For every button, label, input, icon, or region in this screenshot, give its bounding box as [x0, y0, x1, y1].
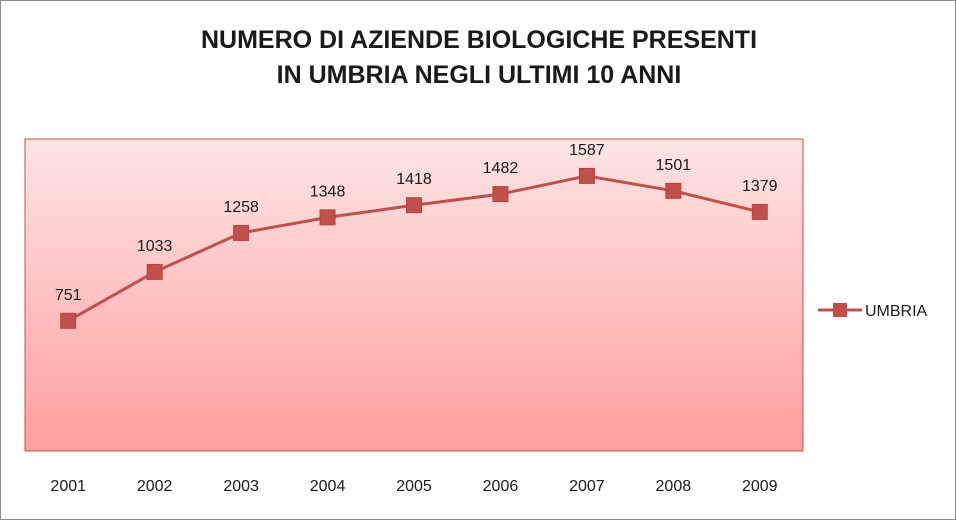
x-tick-label: 2009: [742, 478, 778, 495]
data-label: 1379: [742, 178, 778, 195]
x-tick-label: 2008: [656, 478, 692, 495]
data-point-marker: [578, 167, 595, 184]
data-label: 751: [55, 287, 82, 304]
data-label: 1258: [223, 199, 259, 216]
data-label: 1587: [569, 142, 605, 159]
data-label: 1501: [656, 157, 692, 174]
data-point-marker: [751, 203, 768, 220]
x-tick-label: 2003: [223, 478, 259, 495]
data-point-marker: [665, 182, 682, 199]
legend: UMBRIA: [818, 303, 928, 320]
chart-title-line-1: NUMERO DI AZIENDE BIOLOGICHE PRESENTI: [200, 26, 758, 54]
data-point-marker: [60, 312, 77, 329]
chart-title-line-2: IN UMBRIA NEGLI ULTIMI 10 ANNI: [276, 61, 682, 89]
chart-title: NUMERO DI AZIENDE BIOLOGICHE PRESENTI IN…: [1, 23, 956, 93]
data-label: 1482: [483, 160, 519, 177]
legend-label-umbria: UMBRIA: [865, 303, 928, 320]
x-tick-label: 2007: [569, 478, 605, 495]
data-point-marker: [146, 263, 163, 280]
data-label: 1418: [396, 171, 432, 188]
data-point-marker: [492, 186, 509, 203]
x-tick-label: 2005: [396, 478, 432, 495]
legend-marker-umbria: [833, 303, 847, 317]
x-tick-label: 2006: [483, 478, 519, 495]
x-tick-label: 2001: [50, 478, 86, 495]
data-point-marker: [319, 209, 336, 226]
x-tick-label: 2002: [137, 478, 173, 495]
data-point-marker: [233, 224, 250, 241]
data-label: 1033: [137, 238, 173, 255]
x-tick-label: 2004: [310, 478, 346, 495]
data-label: 1348: [310, 183, 346, 200]
data-point-marker: [406, 197, 422, 214]
